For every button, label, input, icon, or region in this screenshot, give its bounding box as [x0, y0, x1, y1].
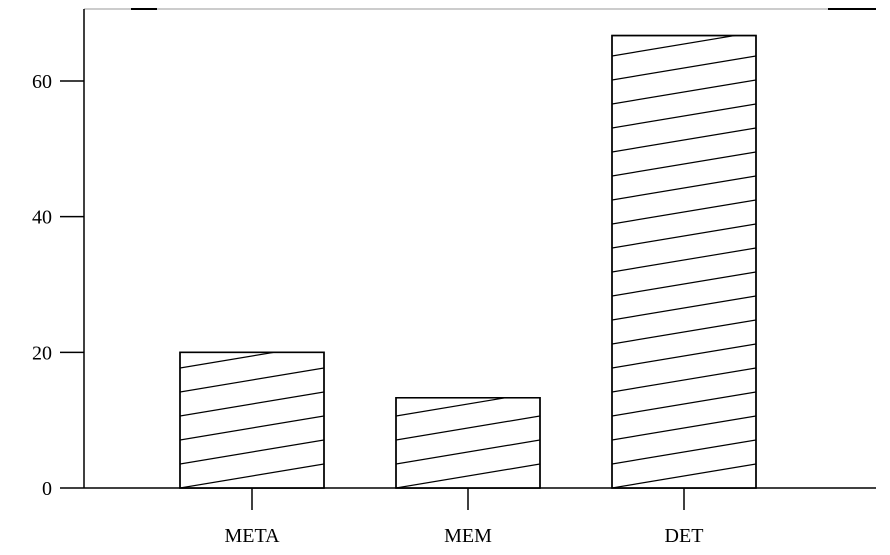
- hatch-line: [396, 463, 540, 489]
- hatch-line: [612, 295, 756, 321]
- hatch-line: [612, 319, 756, 345]
- bar-hatch: [612, 8, 756, 488]
- hatch-line: [612, 103, 756, 129]
- hatch-line: [612, 343, 756, 369]
- bar-rect: [395, 397, 541, 489]
- hatch-line: [180, 415, 324, 441]
- y-tick-label: 40: [32, 207, 52, 229]
- bars: [179, 8, 757, 489]
- hatch-line: [612, 223, 756, 249]
- x-ticks: META MEM DET: [224, 488, 703, 547]
- hatch-line: [612, 463, 756, 488]
- hatch-line: [612, 55, 756, 81]
- hatch-line: [180, 320, 324, 344]
- x-tick-label: MEM: [444, 525, 492, 547]
- bar-mem: [395, 368, 541, 489]
- y-ticks: 0 20 40 60: [32, 71, 84, 500]
- hatch-line: [612, 151, 756, 177]
- hatch-line: [180, 463, 324, 489]
- hatch-line: [612, 367, 756, 393]
- hatch-line: [612, 247, 756, 273]
- hatch-line: [612, 415, 756, 441]
- x-tick-label: META: [224, 525, 280, 547]
- bar-hatch: [396, 368, 540, 489]
- hatch-line: [180, 352, 278, 369]
- hatch-line: [612, 79, 756, 105]
- y-tick-label: 20: [32, 342, 52, 364]
- y-tick-label: 0: [42, 478, 52, 500]
- y-tick-label: 60: [32, 71, 52, 93]
- hatch-line: [396, 439, 540, 465]
- hatch-line: [396, 415, 540, 441]
- hatch-line: [612, 127, 756, 153]
- hatch-line: [396, 368, 540, 392]
- hatch-line: [612, 391, 756, 417]
- bar-hatch: [180, 320, 324, 489]
- hatch-line: [612, 175, 756, 201]
- hatch-line: [612, 199, 756, 225]
- hatch-line: [612, 439, 756, 465]
- hatch-line: [396, 397, 509, 417]
- hatch-line: [180, 391, 324, 417]
- x-tick-label: DET: [665, 525, 704, 547]
- bar-meta: [179, 320, 325, 489]
- hatch-line: [180, 439, 324, 465]
- bar-det: [611, 8, 757, 489]
- hatch-line: [612, 8, 756, 32]
- hatch-line: [180, 367, 324, 393]
- hatch-line: [612, 271, 756, 297]
